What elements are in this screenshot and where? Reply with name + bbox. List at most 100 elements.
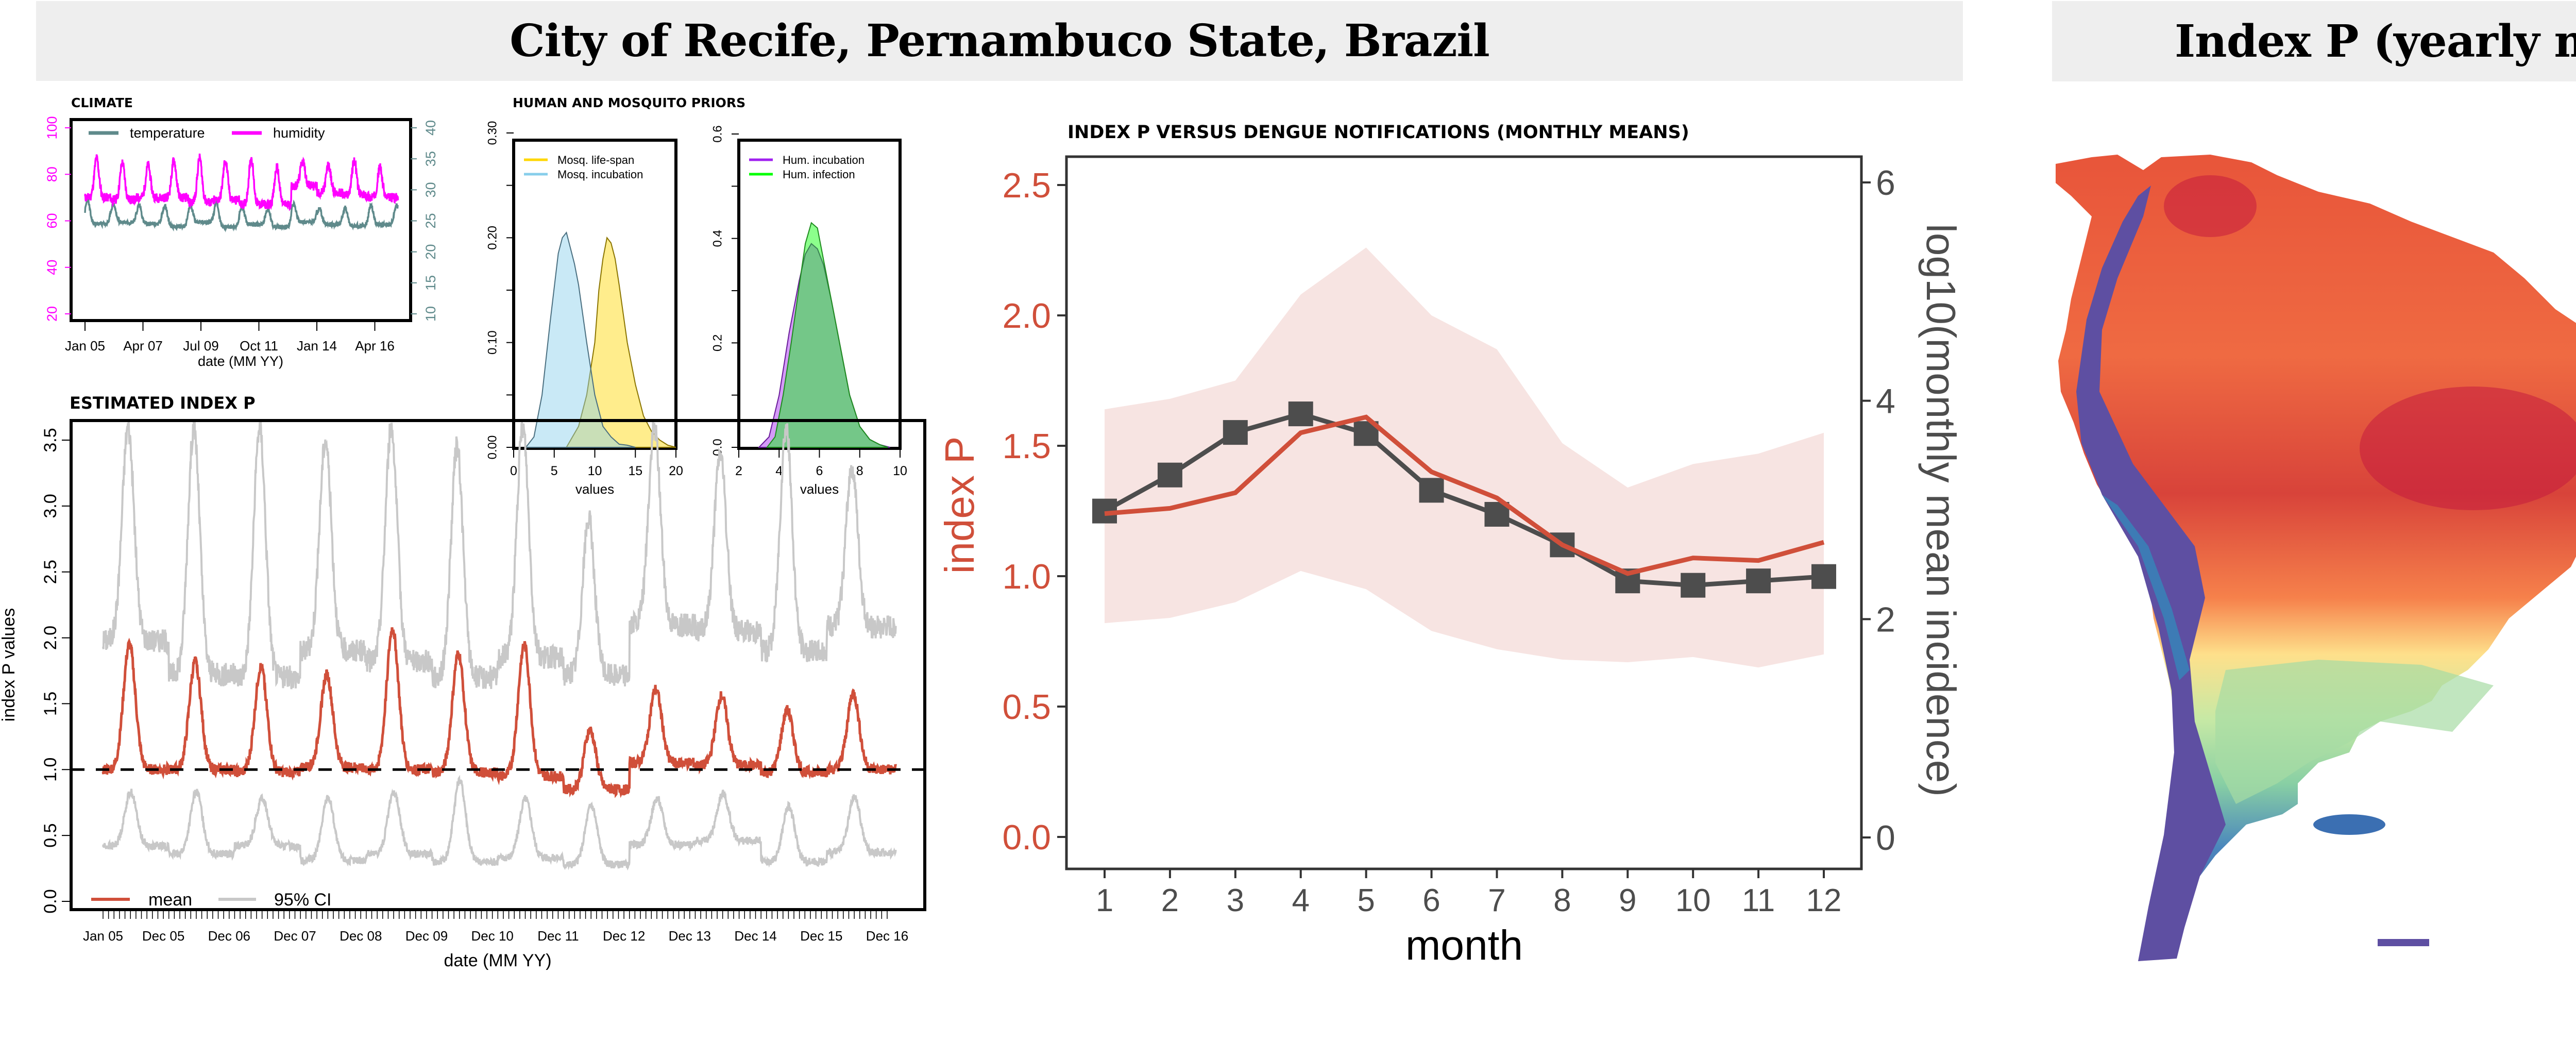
estp-y-tick-label: 0.0 xyxy=(41,889,60,913)
hum-priors-x-tick-label: 10 xyxy=(893,464,907,478)
mosq-priors-x-tick-label: 0 xyxy=(510,464,517,478)
index-p-vs-dengue-plot: 0.0 0.5 1.0 1.5 2.0 2.5 index P 0 2 4 6 log10(month… xyxy=(937,155,1964,969)
climate-x-tick-label: Jan 14 xyxy=(297,338,337,354)
climate-title: CLIMATE xyxy=(71,95,133,110)
climate-temperature-line xyxy=(84,198,399,232)
legend-humidity-label: humidity xyxy=(273,125,325,141)
estp-y-tick-label: 2.0 xyxy=(41,626,60,650)
climate-panel: CLIMATE 20 40 60 80 100 10 15 20 25 30 35 40 Jan 05 A… xyxy=(44,95,438,369)
human-priors-plot: 0.0 0.2 0.4 0.6 2 4 6 8 10 values Hum. incubation H… xyxy=(710,125,907,497)
hum-priors-x-tick-label: 6 xyxy=(816,464,823,478)
central-right-tick-label: 6 xyxy=(1876,163,1895,203)
mosquito-priors-plot: 0.00 0.10 0.20 0.30 0 5 10 15 20 values Mosq. life… xyxy=(485,121,683,497)
estp-x-tick-label: Dec 14 xyxy=(734,928,776,944)
main-title: City of Recife, Pernambuco State, Brazil xyxy=(510,15,1490,67)
central-right-tick-label: 2 xyxy=(1876,600,1895,639)
priors-title: HUMAN AND MOSQUITO PRIORS xyxy=(513,95,745,110)
central-right-tick-label: 4 xyxy=(1876,382,1895,421)
central-x-tick-label: 12 xyxy=(1806,883,1842,918)
climate-frame xyxy=(70,118,412,322)
map-andes-edge xyxy=(2102,495,2190,680)
ribbon-band xyxy=(1105,247,1824,668)
map-hotspot-north xyxy=(2164,175,2257,237)
climate-left-tick-label: 80 xyxy=(44,166,60,182)
climate-x-tick-label: Jul 09 xyxy=(183,338,218,354)
climate-humidity-line xyxy=(84,153,399,211)
climate-x-tick-label: Jan 05 xyxy=(65,338,105,354)
estp-series-group xyxy=(101,422,897,871)
estp-y-tick-label: 1.5 xyxy=(41,692,60,716)
climate-right-tick-label: 20 xyxy=(423,244,438,260)
main-title-banner: City of Recife, Pernambuco State, Brazil xyxy=(36,1,1963,81)
estp-ci-lower-line xyxy=(102,775,897,871)
central-frame xyxy=(1065,155,1863,870)
map-southern-plains xyxy=(2215,660,2494,804)
index-p-vs-dengue-title: INDEX P VERSUS DENGUE NOTIFICATIONS (MON… xyxy=(1067,122,1689,143)
hum-priors-density-2 xyxy=(766,222,888,448)
estp-x-tick-label: Dec 08 xyxy=(340,928,382,944)
central-left-tick-label: 1.0 xyxy=(1002,557,1051,596)
central-right-tick-label: 0 xyxy=(1876,818,1895,858)
climate-left-tick-label: 100 xyxy=(44,116,60,139)
climate-left-tick-label: 60 xyxy=(44,213,60,228)
index-p-mean-line xyxy=(1104,414,1825,576)
estp-x-tick-label: Jan 05 xyxy=(83,928,123,944)
estp-x-tick-label: Dec 09 xyxy=(405,928,448,944)
map-continent xyxy=(2056,155,2576,961)
estp-x-tick-label: Dec 06 xyxy=(208,928,250,944)
mosq-priors-y-tick-label: 0.30 xyxy=(485,121,499,145)
incidence-marker-month-3 xyxy=(1223,420,1248,445)
incidence-marker-month-10 xyxy=(1681,573,1706,598)
estp-x-tick-label: Dec 11 xyxy=(537,928,579,944)
map-lake-region xyxy=(2313,814,2385,835)
climate-right-tick-label: 25 xyxy=(423,213,438,228)
climate-right-tick-label: 15 xyxy=(423,275,438,291)
hum-priors-legend-label-1: Hum. incubation xyxy=(783,154,865,166)
hum-priors-x-axis-label: values xyxy=(800,481,839,497)
estp-x-tick-label: Dec 10 xyxy=(471,928,514,944)
mosq-priors-density-2 xyxy=(524,231,636,448)
climate-left-tick-label: 20 xyxy=(44,306,60,322)
incidence-marker-month-2 xyxy=(1157,462,1182,488)
south-america-map-panel: high index P low index P xyxy=(2056,155,2576,961)
index-p-vs-dengue-panel: INDEX P VERSUS DENGUE NOTIFICATIONS (MON… xyxy=(937,122,1964,969)
estp-y-tick-label: 1.0 xyxy=(41,758,60,782)
central-x-tick-label: 6 xyxy=(1422,883,1440,918)
mosq-priors-y-tick-label: 0.10 xyxy=(485,330,499,355)
estp-y-tick-label: 3.0 xyxy=(41,494,60,518)
estp-y-tick-label: 0.5 xyxy=(41,824,60,848)
central-x-tick-label: 10 xyxy=(1675,883,1711,918)
climate-x-axis-label: date (MM YY) xyxy=(198,354,283,369)
estp-x-axis-label: date (MM YY) xyxy=(444,951,551,970)
central-x-tick-label: 5 xyxy=(1357,883,1375,918)
climate-right-tick-label: 35 xyxy=(423,151,438,166)
hum-priors-x-tick-label: 2 xyxy=(735,464,742,478)
estp-legend-ci-label: 95% CI xyxy=(274,890,332,910)
hum-priors-y-tick-label: 0.0 xyxy=(710,439,724,456)
hum-priors-y-tick-label: 0.4 xyxy=(710,230,724,247)
mosq-priors-x-tick-label: 15 xyxy=(628,464,642,478)
climate-x-tick-label: Oct 11 xyxy=(240,338,278,354)
mosq-priors-legend-label-1: Mosq. life-span xyxy=(557,154,634,166)
priors-panel: HUMAN AND MOSQUITO PRIORS 0.0 0 0.10 0.20 0.… xyxy=(485,95,907,497)
climate-left-tick-label: 40 xyxy=(44,260,60,275)
hum-priors-x-tick-label: 8 xyxy=(856,464,863,478)
mosq-priors-y-tick-label: 0.20 xyxy=(485,226,499,250)
estp-x-tick-label: Dec 15 xyxy=(800,928,842,944)
legend-temperature-label: temperature xyxy=(130,125,205,141)
estimated-index-p-title: ESTIMATED INDEX P xyxy=(70,393,256,413)
mosq-priors-x-axis-label: values xyxy=(575,481,614,497)
climate-plot-area: 20 40 60 80 100 10 15 20 25 30 35 40 Jan 05 Apr 07 Jul… xyxy=(44,116,438,369)
estp-x-tick-label: Dec 12 xyxy=(603,928,645,944)
central-left-axis-label: index P xyxy=(937,437,982,574)
estp-y-tick-label: 2.5 xyxy=(41,560,60,584)
climate-x-tick-label: Apr 07 xyxy=(123,338,163,354)
climate-right-tick-label: 30 xyxy=(423,182,438,197)
estp-ci-upper-line xyxy=(102,422,897,690)
estimated-index-p-plot: 0.0 0.5 1.0 1.5 2.0 2.5 3.0 3.5 index P values Ja… xyxy=(0,419,926,970)
central-left-tick-label: 2.0 xyxy=(1002,296,1051,336)
central-left-tick-label: 0.5 xyxy=(1002,687,1051,727)
climate-x-tick-label: Apr 16 xyxy=(355,338,395,354)
central-x-tick-label: 4 xyxy=(1292,883,1309,918)
